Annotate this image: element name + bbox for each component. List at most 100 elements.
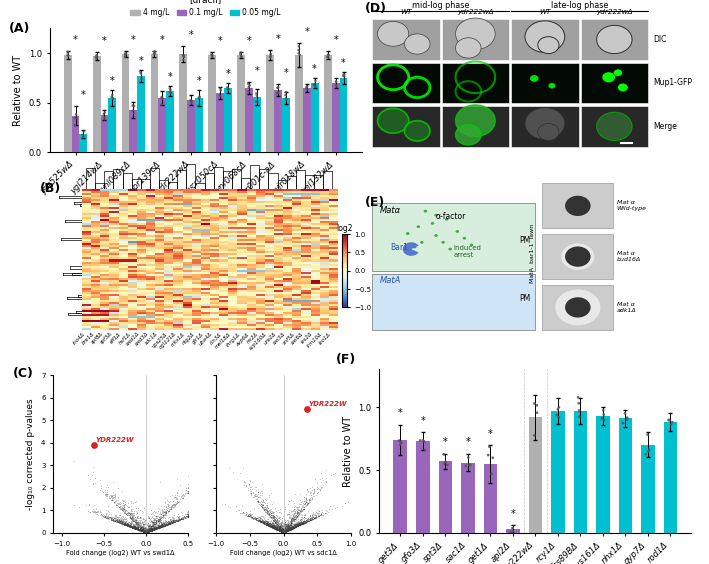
Point (99, 513, 111, 522)
Point (288, 512, 299, 521)
Point (160, 521, 172, 530)
Point (282, 509, 294, 518)
Point (276, 526, 287, 535)
Point (162, 517, 174, 526)
Point (167, 501, 178, 510)
Point (118, 520, 129, 529)
Point (316, 509, 327, 518)
Point (138, 525, 149, 534)
Point (253, 516, 264, 525)
Point (145, 510, 156, 519)
Point (143, 527, 154, 536)
Point (259, 513, 271, 522)
Point (113, 514, 124, 523)
Point (276, 518, 287, 527)
Point (143, 522, 154, 531)
Point (240, 480, 251, 489)
Point (146, 525, 157, 534)
Point (133, 519, 144, 528)
Point (133, 522, 144, 531)
Point (173, 516, 184, 525)
Point (140, 527, 151, 536)
Point (133, 515, 145, 524)
Point (283, 524, 294, 533)
Point (143, 521, 155, 530)
Point (277, 527, 289, 536)
Point (283, 524, 294, 533)
Point (340, 499, 351, 508)
Point (259, 520, 271, 529)
Point (147, 524, 158, 533)
Point (137, 527, 148, 536)
Point (271, 522, 282, 531)
Point (140, 518, 151, 527)
Point (128, 523, 139, 532)
Point (267, 523, 279, 532)
Point (138, 513, 149, 522)
Point (133, 518, 145, 527)
Point (277, 528, 289, 537)
Point (272, 522, 283, 531)
Point (268, 520, 279, 529)
Point (285, 518, 296, 527)
Point (257, 500, 269, 509)
Point (245, 510, 257, 519)
Point (131, 519, 143, 528)
Point (94, 506, 106, 515)
Text: (E): (E) (365, 196, 386, 209)
Point (285, 519, 296, 528)
Point (155, 516, 167, 525)
Point (285, 523, 296, 532)
Point (145, 521, 157, 530)
Point (278, 528, 289, 537)
Point (180, 509, 191, 518)
Point (153, 523, 164, 532)
Point (182, 512, 194, 521)
Point (255, 514, 267, 523)
Point (281, 521, 292, 530)
Point (132, 525, 143, 534)
Point (275, 526, 286, 535)
Point (135, 522, 147, 531)
Point (130, 516, 141, 525)
Point (261, 519, 272, 528)
Point (305, 514, 316, 523)
Point (155, 521, 166, 530)
Point (159, 520, 170, 529)
Point (284, 524, 295, 533)
Point (279, 526, 291, 535)
Point (285, 525, 296, 534)
Point (280, 527, 291, 536)
Bar (93, 56, 101, 152)
Point (142, 527, 153, 536)
Point (114, 518, 125, 527)
Point (269, 525, 281, 534)
Point (276, 519, 287, 528)
Point (249, 512, 260, 521)
Point (262, 519, 273, 528)
Point (150, 514, 162, 523)
Point (150, 524, 162, 533)
Point (146, 517, 157, 526)
Point (99, 513, 110, 522)
Bar (150, 54, 158, 152)
Point (257, 501, 268, 510)
Point (270, 522, 281, 531)
Point (149, 519, 160, 528)
Point (293, 518, 304, 527)
Point (279, 524, 291, 533)
Point (168, 517, 179, 526)
Point (327, 504, 338, 513)
Point (160, 498, 171, 507)
Point (271, 518, 282, 527)
Point (269, 520, 280, 529)
Point (164, 518, 176, 527)
Bar (303, 88, 311, 152)
Point (270, 523, 281, 532)
Point (116, 505, 128, 514)
Point (101, 487, 112, 496)
Point (144, 526, 155, 535)
Point (113, 517, 124, 526)
Point (138, 515, 149, 524)
Point (267, 521, 279, 530)
